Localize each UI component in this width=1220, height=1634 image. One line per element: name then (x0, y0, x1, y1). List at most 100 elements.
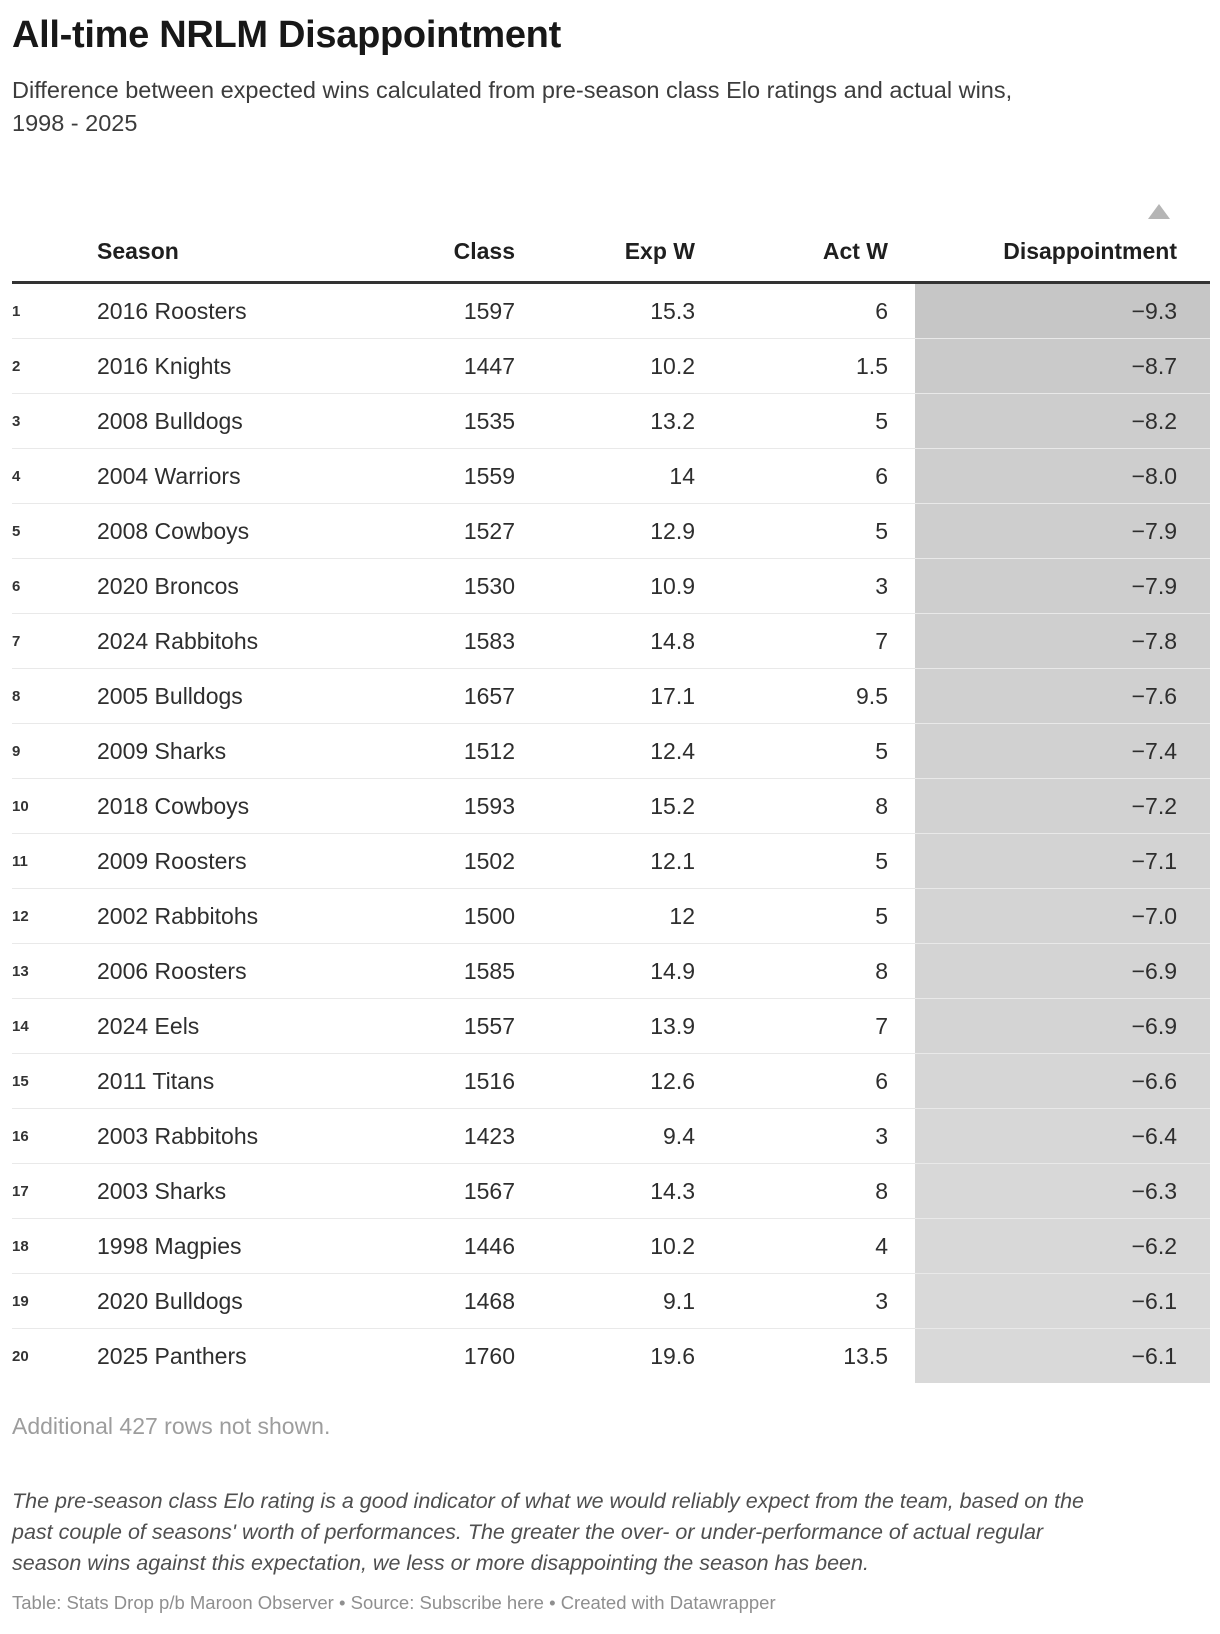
column-header-disappointment-label: Disappointment (1003, 238, 1177, 265)
act-w-cell: 5 (695, 833, 915, 889)
table-row: 9 2009 Sharks 1512 12.4 5 −7.4 (12, 723, 1210, 779)
disappointment-cell: −6.1 (915, 1273, 1210, 1329)
disappointment-cell: −7.9 (915, 558, 1210, 614)
class-cell: 1527 (337, 503, 515, 559)
table-row: 8 2005 Bulldogs 1657 17.1 9.5 −7.6 (12, 668, 1210, 724)
exp-w-cell: 10.2 (515, 1218, 695, 1274)
class-cell: 1468 (337, 1273, 515, 1329)
act-w-cell: 7 (695, 998, 915, 1054)
act-w-cell: 8 (695, 1163, 915, 1219)
column-header-disappointment[interactable]: Disappointment (915, 180, 1210, 285)
act-w-cell: 5 (695, 888, 915, 944)
sort-ascending-icon (1148, 204, 1170, 220)
season-cell: 2006 Roosters (97, 943, 337, 999)
disappointment-cell: −6.6 (915, 1053, 1210, 1109)
disappointment-cell: −7.6 (915, 668, 1210, 724)
act-w-cell: 5 (695, 503, 915, 559)
rank-cell: 20 (12, 1328, 97, 1384)
header-row: Season Class Exp W Act W Disappointment (12, 180, 1210, 285)
disappointment-cell: −6.9 (915, 943, 1210, 999)
table-row: 1 2016 Roosters 1597 15.3 6 −9.3 (12, 282, 1210, 339)
data-table-wrap: Season Class Exp W Act W Disappointment … (12, 180, 1210, 1384)
disappointment-cell: −6.1 (915, 1328, 1210, 1384)
rank-cell: 4 (12, 448, 97, 504)
act-w-cell: 5 (695, 393, 915, 449)
season-cell: 2003 Sharks (97, 1163, 337, 1219)
exp-w-cell: 10.2 (515, 338, 695, 394)
season-cell: 2018 Cowboys (97, 778, 337, 834)
season-cell: 2003 Rabbitohs (97, 1108, 337, 1164)
season-cell: 2002 Rabbitohs (97, 888, 337, 944)
rank-cell: 12 (12, 888, 97, 944)
table-row: 7 2024 Rabbitohs 1583 14.8 7 −7.8 (12, 613, 1210, 669)
season-cell: 2009 Sharks (97, 723, 337, 779)
exp-w-cell: 14 (515, 448, 695, 504)
rank-cell: 14 (12, 998, 97, 1054)
act-w-cell: 3 (695, 1273, 915, 1329)
table-row: 10 2018 Cowboys 1593 15.2 8 −7.2 (12, 778, 1210, 834)
column-header-exp-w[interactable]: Exp W (515, 180, 695, 285)
exp-w-cell: 14.3 (515, 1163, 695, 1219)
exp-w-cell: 14.8 (515, 613, 695, 669)
column-header-season[interactable]: Season (97, 180, 337, 285)
rank-cell: 1 (12, 302, 21, 320)
class-cell: 1593 (337, 778, 515, 834)
source-link[interactable]: Subscribe here (419, 1592, 544, 1614)
rank-cell: 16 (12, 1108, 97, 1164)
rank-cell: 2 (12, 338, 97, 394)
exp-w-cell: 9.4 (515, 1108, 695, 1164)
attribution-prefix: Table: Stats Drop p/b Maroon Observer • … (12, 1592, 420, 1614)
exp-w-cell: 12.4 (515, 723, 695, 779)
season-cell: 2011 Titans (97, 1053, 337, 1109)
disappointment-cell: −7.0 (915, 888, 1210, 944)
act-w-cell: 13.5 (695, 1328, 915, 1384)
class-cell: 1597 (463, 297, 515, 324)
disappointment-cell: −9.3 (915, 282, 1210, 339)
page-title: All-time NRLM Disappointment (12, 14, 561, 56)
act-w-cell: 6 (875, 297, 888, 324)
season-cell: 2004 Warriors (97, 448, 337, 504)
rank-cell: 7 (12, 613, 97, 669)
disappointment-cell: −6.3 (915, 1163, 1210, 1219)
season-cell: 2008 Bulldogs (97, 393, 337, 449)
table-row: 3 2008 Bulldogs 1535 13.2 5 −8.2 (12, 393, 1210, 449)
class-cell: 1657 (337, 668, 515, 724)
table-row: 16 2003 Rabbitohs 1423 9.4 3 −6.4 (12, 1108, 1210, 1164)
column-header-act-w[interactable]: Act W (695, 180, 915, 285)
act-w-cell: 9.5 (695, 668, 915, 724)
exp-w-cell: 12.6 (515, 1053, 695, 1109)
disappointment-cell: −7.1 (915, 833, 1210, 889)
class-cell: 1447 (337, 338, 515, 394)
data-table: Season Class Exp W Act W Disappointment … (12, 180, 1210, 1384)
column-header-class[interactable]: Class (337, 180, 515, 285)
rank-cell: 6 (12, 558, 97, 614)
act-w-cell: 1.5 (695, 338, 915, 394)
disappointment-cell: −7.4 (915, 723, 1210, 779)
act-w-cell: 8 (695, 778, 915, 834)
table-row: 12 2002 Rabbitohs 1500 12 5 −7.0 (12, 888, 1210, 944)
season-cell: 2020 Bulldogs (97, 1273, 337, 1329)
class-cell: 1516 (337, 1053, 515, 1109)
act-w-cell: 6 (695, 1053, 915, 1109)
rank-cell: 15 (12, 1053, 97, 1109)
table-row: 5 2008 Cowboys 1527 12.9 5 −7.9 (12, 503, 1210, 559)
act-w-cell: 5 (695, 723, 915, 779)
act-w-cell: 4 (695, 1218, 915, 1274)
table-row: 18 1998 Magpies 1446 10.2 4 −6.2 (12, 1218, 1210, 1274)
exp-w-cell: 12 (515, 888, 695, 944)
disappointment-cell: −8.2 (915, 393, 1210, 449)
disappointment-cell: −8.7 (915, 338, 1210, 394)
exp-w-cell: 9.1 (515, 1273, 695, 1329)
disappointment-cell: −7.2 (915, 778, 1210, 834)
table-row: 2 2016 Knights 1447 10.2 1.5 −8.7 (12, 338, 1210, 394)
rank-cell: 3 (12, 393, 97, 449)
exp-w-cell: 17.1 (515, 668, 695, 724)
season-cell: 2024 Eels (97, 998, 337, 1054)
class-cell: 1423 (337, 1108, 515, 1164)
rank-cell: 9 (12, 723, 97, 779)
rank-cell: 10 (12, 778, 97, 834)
table-row: 19 2020 Bulldogs 1468 9.1 3 −6.1 (12, 1273, 1210, 1329)
season-cell: 1998 Magpies (97, 1218, 337, 1274)
exp-w-cell: 19.6 (515, 1328, 695, 1384)
